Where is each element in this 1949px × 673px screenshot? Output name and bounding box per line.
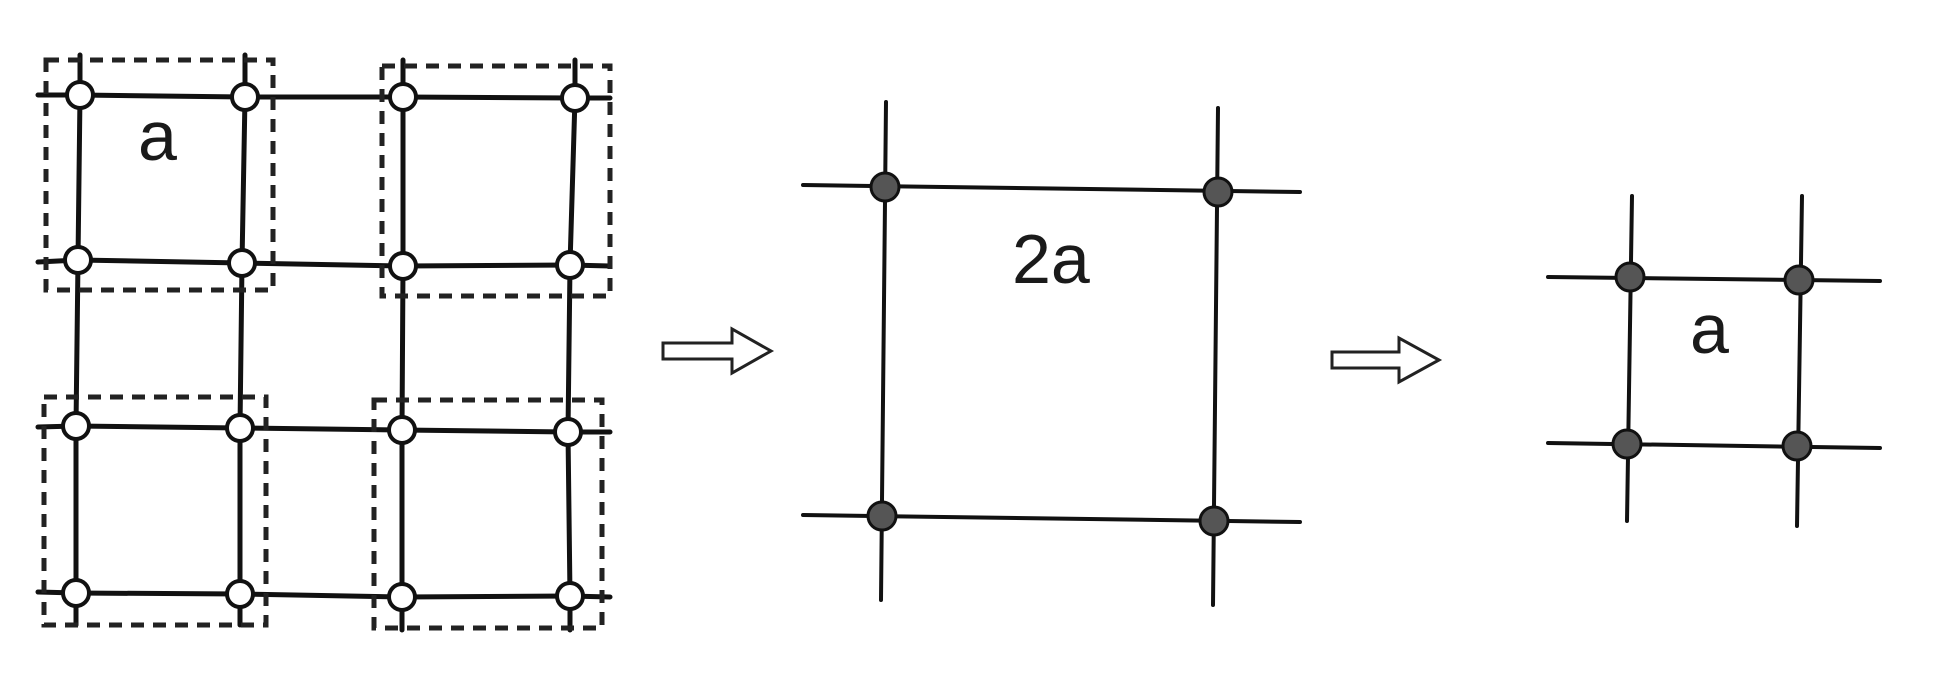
lattice-site xyxy=(227,248,257,278)
lattice-spacing-label: a xyxy=(138,97,177,175)
lattice-site xyxy=(553,417,583,447)
block-site xyxy=(1781,430,1813,462)
lattice-site xyxy=(61,578,91,608)
rescaled-lattice-panel: a xyxy=(1546,194,1882,528)
lattice-site xyxy=(388,82,418,112)
block-box-top-right xyxy=(379,63,613,299)
hollow-right-arrow-icon xyxy=(661,326,775,376)
lattice-site xyxy=(63,245,93,275)
lattice-row-line xyxy=(1546,441,1882,450)
block-site xyxy=(1611,428,1643,460)
lattice-site xyxy=(555,581,585,611)
lattice-site xyxy=(388,251,418,281)
lattice-site xyxy=(230,82,260,112)
lattice-column-line xyxy=(237,52,248,628)
lattice-column-line xyxy=(73,52,83,628)
block-box-top-left xyxy=(43,57,276,293)
lattice-site xyxy=(65,80,95,110)
block-box-bottom-right xyxy=(371,397,605,631)
lattice-row-line xyxy=(35,589,613,600)
lattice-column-line xyxy=(1625,194,1634,523)
original-lattice-sites xyxy=(61,80,590,612)
lattice-site xyxy=(225,413,255,443)
lattice-site xyxy=(61,411,91,441)
block-site xyxy=(869,171,901,203)
block-site xyxy=(1783,264,1815,296)
original-lattice-horizontal-lines xyxy=(35,92,613,600)
lattice-site xyxy=(555,250,585,280)
block-site xyxy=(1198,505,1230,537)
hollow-right-arrow-icon xyxy=(1330,335,1443,385)
lattice-column-line xyxy=(1795,194,1804,528)
lattice-row-line xyxy=(35,92,613,101)
lattice-column-line xyxy=(565,57,578,633)
lattice-row-line xyxy=(1546,275,1882,283)
lattice-site xyxy=(225,579,255,609)
lattice-site xyxy=(387,582,417,612)
block-site xyxy=(1614,261,1646,293)
block-site xyxy=(866,500,898,532)
lattice-spacing-label: a xyxy=(1690,290,1729,368)
lattice-site xyxy=(387,415,417,445)
lattice-site xyxy=(560,83,590,113)
block-outlines xyxy=(41,57,613,631)
lattice-column-line xyxy=(399,57,406,633)
original-lattice-panel: a xyxy=(35,52,613,633)
lattice-spacing-label: 2a xyxy=(1012,220,1090,298)
lattice-row-line xyxy=(35,423,613,435)
block-site xyxy=(1202,176,1234,208)
block-box-bottom-left xyxy=(41,394,269,628)
blocked-lattice-panel: 2a xyxy=(801,100,1302,607)
lattice-row-line xyxy=(35,257,613,269)
